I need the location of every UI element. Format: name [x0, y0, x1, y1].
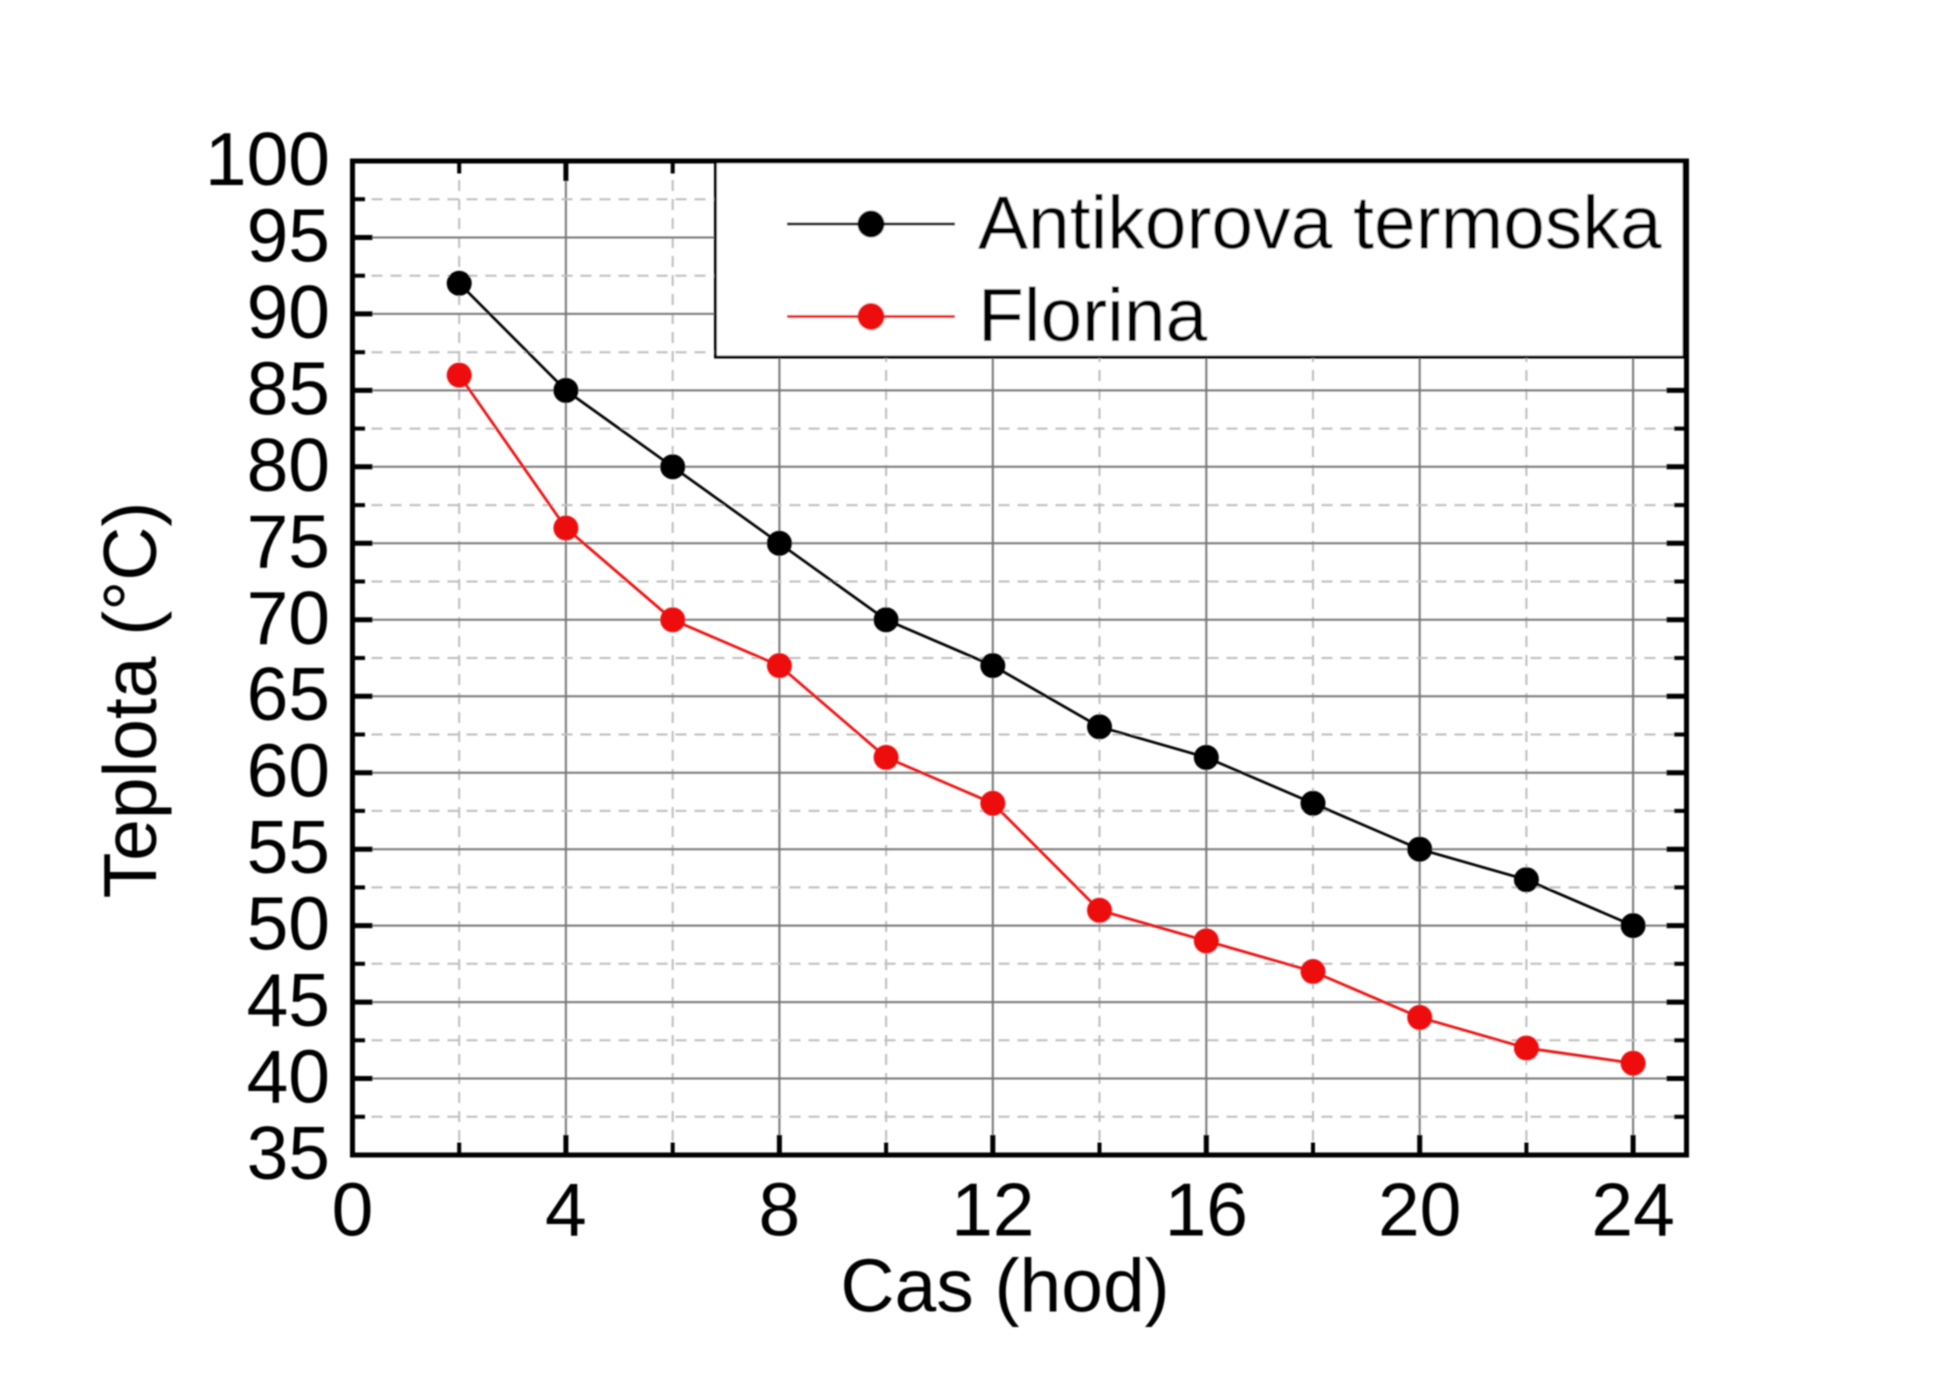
svg-text:0: 0 — [332, 1168, 374, 1252]
svg-text:24: 24 — [1591, 1168, 1674, 1252]
svg-text:35: 35 — [247, 1111, 330, 1195]
svg-text:60: 60 — [247, 729, 330, 813]
svg-text:Antikorova termoska: Antikorova termoska — [978, 181, 1662, 265]
svg-text:50: 50 — [247, 882, 330, 966]
svg-text:65: 65 — [247, 652, 330, 736]
svg-text:90: 90 — [247, 270, 330, 354]
svg-text:75: 75 — [247, 499, 330, 583]
svg-text:55: 55 — [247, 805, 330, 889]
svg-text:40: 40 — [247, 1035, 330, 1119]
svg-text:4: 4 — [545, 1168, 587, 1252]
svg-text:95: 95 — [247, 194, 330, 278]
svg-text:80: 80 — [247, 423, 330, 507]
svg-text:100: 100 — [205, 117, 330, 201]
svg-text:Teplota (°C): Teplota (°C) — [88, 502, 172, 899]
svg-text:Cas (hod): Cas (hod) — [840, 1244, 1169, 1328]
svg-text:85: 85 — [247, 346, 330, 430]
svg-text:16: 16 — [1165, 1168, 1248, 1252]
svg-text:Florina: Florina — [978, 273, 1208, 357]
svg-text:70: 70 — [247, 576, 330, 660]
svg-text:45: 45 — [247, 958, 330, 1042]
svg-text:12: 12 — [951, 1168, 1034, 1252]
svg-text:8: 8 — [759, 1168, 801, 1252]
svg-text:20: 20 — [1378, 1168, 1461, 1252]
